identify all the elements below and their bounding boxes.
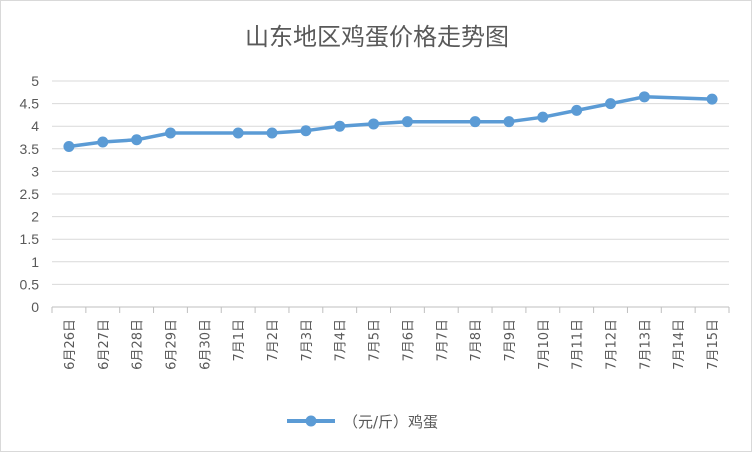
- x-tick-label: 7月13日: [638, 319, 653, 370]
- data-point: [537, 111, 549, 123]
- x-tick-label: 7月10日: [537, 319, 552, 370]
- data-point: [638, 91, 650, 103]
- x-tick-label: 7月3日: [300, 319, 315, 362]
- data-point: [334, 120, 346, 132]
- x-tick-label: 6月30日: [198, 319, 213, 370]
- data-point: [706, 93, 718, 105]
- data-point: [571, 104, 583, 116]
- data-point: [503, 116, 515, 128]
- y-tick-label: 5: [31, 73, 39, 89]
- data-point: [605, 98, 617, 110]
- x-tick-label: 7月6日: [401, 319, 416, 362]
- x-tick-label: 7月4日: [334, 319, 349, 362]
- x-tick-label: 6月26日: [63, 319, 78, 370]
- data-series: [63, 91, 718, 153]
- x-tick-label: 6月29日: [164, 319, 179, 370]
- data-point: [164, 127, 176, 139]
- x-tick-label: 7月5日: [368, 319, 383, 362]
- y-tick-label: 4: [31, 118, 39, 134]
- y-axis: 0 0.5 1 1.5 2 2.5 3 3.5 4 4.5 5: [20, 73, 40, 315]
- legend: （元/斤）鸡蛋: [287, 413, 438, 431]
- y-tick-label: 0: [31, 299, 39, 315]
- x-tick-label: 7月15日: [706, 319, 721, 370]
- x-tick-label: 7月14日: [672, 319, 687, 370]
- data-point: [469, 116, 481, 128]
- y-tick-label: 2: [31, 209, 39, 225]
- legend-series-label: （元/斤）鸡蛋: [343, 413, 438, 431]
- data-point: [232, 127, 244, 139]
- x-tick-label: 7月9日: [503, 319, 518, 362]
- data-point: [401, 116, 413, 128]
- y-tick-label: 2.5: [20, 186, 40, 202]
- y-tick-label: 0.5: [20, 276, 40, 292]
- x-tick-label: 7月11日: [571, 319, 586, 370]
- data-point: [368, 118, 380, 130]
- data-point: [266, 127, 278, 139]
- x-tick-label: 7月1日: [232, 319, 247, 362]
- y-tick-label: 3: [31, 163, 39, 179]
- y-tick-label: 1: [31, 254, 39, 270]
- data-point: [63, 141, 75, 153]
- x-tick-label: 6月27日: [97, 319, 112, 370]
- y-tick-label: 3.5: [20, 141, 40, 157]
- y-tick-label: 4.5: [20, 96, 40, 112]
- x-tick-label: 7月7日: [435, 319, 450, 362]
- x-tick-label: 7月12日: [605, 319, 620, 370]
- legend-point-marker: [305, 415, 317, 427]
- y-tick-label: 1.5: [20, 231, 40, 247]
- x-tick-label: 7月2日: [266, 319, 281, 362]
- data-point: [131, 134, 143, 146]
- gridlines: [52, 80, 729, 285]
- x-axis: 6月26日 6月27日 6月28日 6月29日 6月30日 7月1日 7月2日 7月3日 7月4…: [51, 306, 730, 370]
- data-point: [300, 125, 312, 137]
- x-tick-label: 7月8日: [469, 319, 484, 362]
- chart-title: 山东地区鸡蛋价格走势图: [245, 23, 509, 51]
- x-tick-label: 6月28日: [131, 319, 146, 370]
- data-point: [97, 136, 109, 148]
